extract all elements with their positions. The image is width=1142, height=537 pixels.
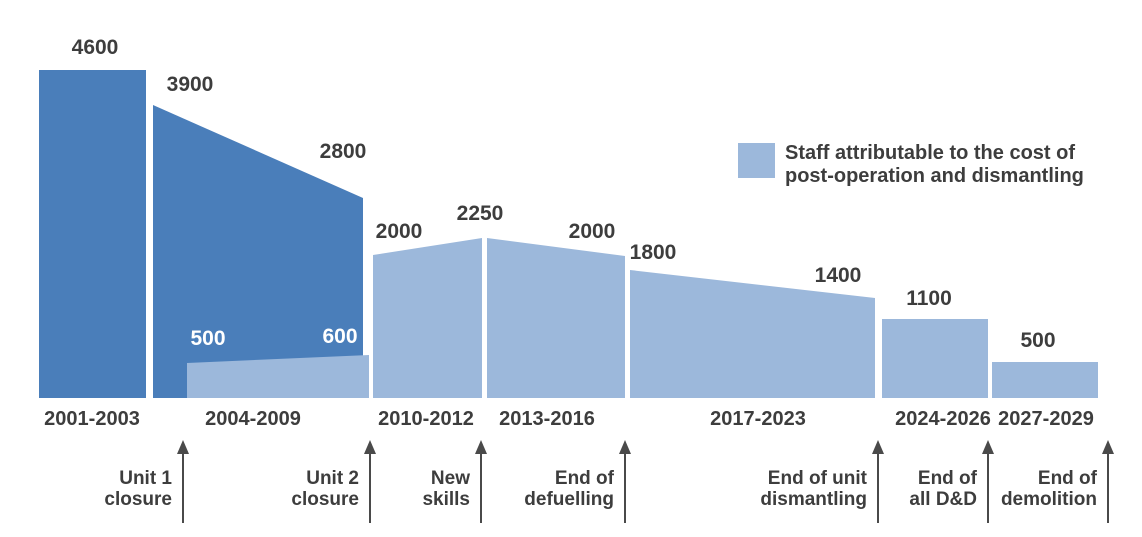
arrow-unit2-closure <box>364 440 376 523</box>
value-label-500-inner: 500 <box>190 327 226 350</box>
milestone-new-skills: New skills <box>422 468 470 510</box>
milestone-line: Unit 1 <box>119 468 172 489</box>
value-label-500: 500 <box>1020 329 1056 352</box>
milestone-line: closure <box>104 489 172 510</box>
value-label-2250: 2250 <box>456 202 504 225</box>
milestone-line: dismantling <box>760 489 867 510</box>
legend-line-2: post-operation and dismantling <box>785 165 1084 187</box>
arrow-new-skills <box>475 440 487 523</box>
arrow-end-unit-dismantling <box>872 440 884 523</box>
arrow-end-demolition <box>1102 440 1114 523</box>
legend-line-1: Staff attributable to the cost of <box>785 142 1075 164</box>
milestone-line: End of unit <box>767 468 867 489</box>
milestone-end-unit-dismantling: End of unit dismantling <box>760 468 867 510</box>
value-label-1400: 1400 <box>814 264 862 287</box>
axis-label-2001-2003: 2001-2003 <box>44 408 140 430</box>
axis-label-2027-2029: 2027-2029 <box>998 408 1094 430</box>
value-label-4600: 4600 <box>71 36 119 59</box>
area-postop-2010-2012 <box>373 238 482 398</box>
milestone-line: End of <box>554 468 614 489</box>
legend-label: Staff attributable to the cost of post-o… <box>785 142 1084 188</box>
area-postop-2027-2029 <box>992 362 1098 398</box>
axis-label-2004-2009: 2004-2009 <box>205 408 301 430</box>
area-total-2001-2003 <box>39 70 146 398</box>
legend-swatch <box>738 143 775 178</box>
milestone-line: End of <box>917 468 977 489</box>
axis-label-2013-2016: 2013-2016 <box>499 408 595 430</box>
value-label-1100: 1100 <box>906 287 952 310</box>
milestone-line: defuelling <box>524 489 614 510</box>
value-label-600-inner: 600 <box>322 325 358 348</box>
area-postop-2017-2023 <box>630 270 875 398</box>
area-postop-2013-2016 <box>487 238 625 398</box>
axis-label-2010-2012: 2010-2012 <box>378 408 474 430</box>
arrow-unit1-closure <box>177 440 189 523</box>
value-label-2000-b: 2000 <box>568 220 616 243</box>
milestone-line: demolition <box>1000 489 1097 510</box>
milestone-unit2-closure: Unit 2 closure <box>291 468 359 510</box>
arrow-end-defuelling <box>619 440 631 523</box>
milestone-end-defuelling: End of defuelling <box>524 468 614 510</box>
milestone-unit1-closure: Unit 1 closure <box>104 468 172 510</box>
milestone-line: New <box>430 468 470 489</box>
milestone-line: closure <box>291 489 359 510</box>
arrow-end-all-dd <box>982 440 994 523</box>
milestone-line: Unit 2 <box>306 468 359 489</box>
value-label-1800: 1800 <box>629 241 677 264</box>
area-total-2004-2009 <box>153 105 363 398</box>
milestone-end-demolition: End of demolition <box>1001 468 1097 510</box>
milestone-line: skills <box>422 489 470 510</box>
milestone-line: all D&D <box>909 489 977 510</box>
axis-label-2017-2023: 2017-2023 <box>710 408 806 430</box>
value-label-2800: 2800 <box>319 140 367 163</box>
milestone-line: End of <box>1037 468 1097 489</box>
area-postop-2004-2009 <box>187 355 369 398</box>
value-label-2000-a: 2000 <box>375 220 423 243</box>
milestone-end-all-dd: End of all D&D <box>909 468 977 510</box>
axis-label-2024-2026: 2024-2026 <box>895 408 991 430</box>
area-postop-2024-2026 <box>882 319 988 398</box>
value-label-3900: 3900 <box>166 73 214 96</box>
